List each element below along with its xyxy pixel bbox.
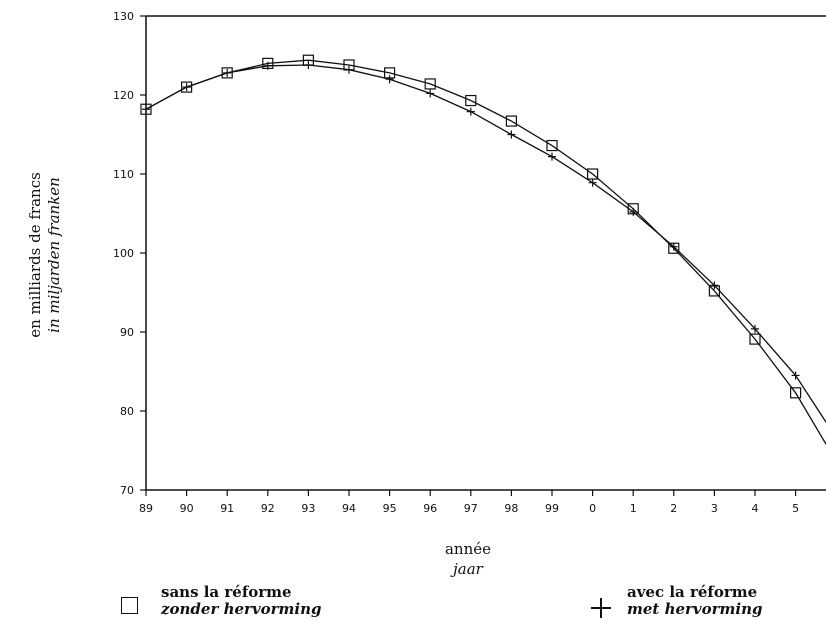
x-tick-label: 91 (220, 502, 234, 515)
plus-marker (751, 324, 759, 333)
x-tick-label: 1 (630, 502, 637, 515)
chart-axes (145, 15, 826, 491)
plus-marker (142, 105, 150, 114)
x-tick-label: 96 (423, 502, 437, 515)
x-tick-label: 97 (464, 502, 478, 515)
plus-marker (345, 65, 353, 74)
x-tick-label: 0 (589, 502, 596, 515)
y-tick-label: 80 (120, 405, 134, 418)
y-tick-label: 130 (113, 10, 134, 23)
x-tick-label: 99 (545, 502, 559, 515)
y-tick-label: 70 (120, 484, 134, 497)
square-marker (181, 81, 193, 93)
y-tick-label: 110 (113, 168, 134, 181)
plus-marker (669, 242, 678, 251)
plus-marker (182, 83, 191, 92)
square-marker (505, 115, 517, 127)
square-marker (140, 103, 152, 115)
y-ticks: 70 80 90 100 110 120 130 (113, 10, 146, 497)
x-tick-label: 3 (711, 502, 718, 515)
plus-marker (629, 207, 638, 216)
plus-marker (263, 61, 272, 70)
plus-marker (507, 130, 516, 139)
y-tick-label: 90 (120, 326, 134, 339)
plus-marker (426, 89, 435, 98)
y-tick-label: 120 (113, 89, 134, 102)
plus-marker-icon (591, 598, 611, 618)
x-tick-label: 4 (752, 502, 759, 515)
x-ticks: 89 90 91 92 93 94 95 96 97 98 99 0 1 2 3 4 5 (139, 490, 799, 515)
plus-marker (466, 107, 475, 116)
plus-marker (791, 371, 800, 380)
plus-marker (223, 68, 232, 77)
x-axis-title-nl: jaar (450, 560, 484, 578)
x-tick-label: 90 (180, 502, 194, 515)
x-tick-label: 2 (670, 502, 677, 515)
x-tick-label: 94 (342, 502, 356, 515)
plus-marker (710, 281, 719, 290)
y-axis-title: en milliards de francs (26, 172, 44, 338)
x-tick-label: 5 (792, 502, 799, 515)
square-marker-icon (121, 597, 138, 614)
x-tick-label: 89 (139, 502, 153, 515)
series-line-sans (145, 59, 826, 445)
x-tick-label: 98 (504, 502, 518, 515)
plus-marker (588, 178, 597, 187)
square-marker (789, 387, 802, 399)
legend-avec-label: avec la réforme (627, 583, 758, 601)
legend-sans-label-nl: zonder hervorming (161, 600, 322, 618)
chart-series (140, 54, 826, 445)
plus-marker (304, 60, 313, 69)
y-tick-label: 100 (113, 247, 134, 260)
x-tick-label: 92 (261, 502, 275, 515)
plus-marker (548, 152, 556, 161)
x-tick-label: 93 (301, 502, 315, 515)
square-marker (424, 78, 436, 90)
square-marker (749, 333, 761, 345)
series-line-avec (145, 64, 826, 423)
square-marker (465, 94, 477, 107)
plus-marker (385, 75, 394, 84)
x-tick-label: 95 (383, 502, 397, 515)
y-axis-title-nl: in miljarden franken (45, 177, 63, 333)
x-axis-title: année (445, 540, 491, 558)
legend-sans-label: sans la réforme (161, 583, 292, 601)
square-marker (221, 67, 233, 79)
legend-avec-label-nl: met hervorming (627, 600, 763, 618)
square-marker (546, 139, 558, 152)
